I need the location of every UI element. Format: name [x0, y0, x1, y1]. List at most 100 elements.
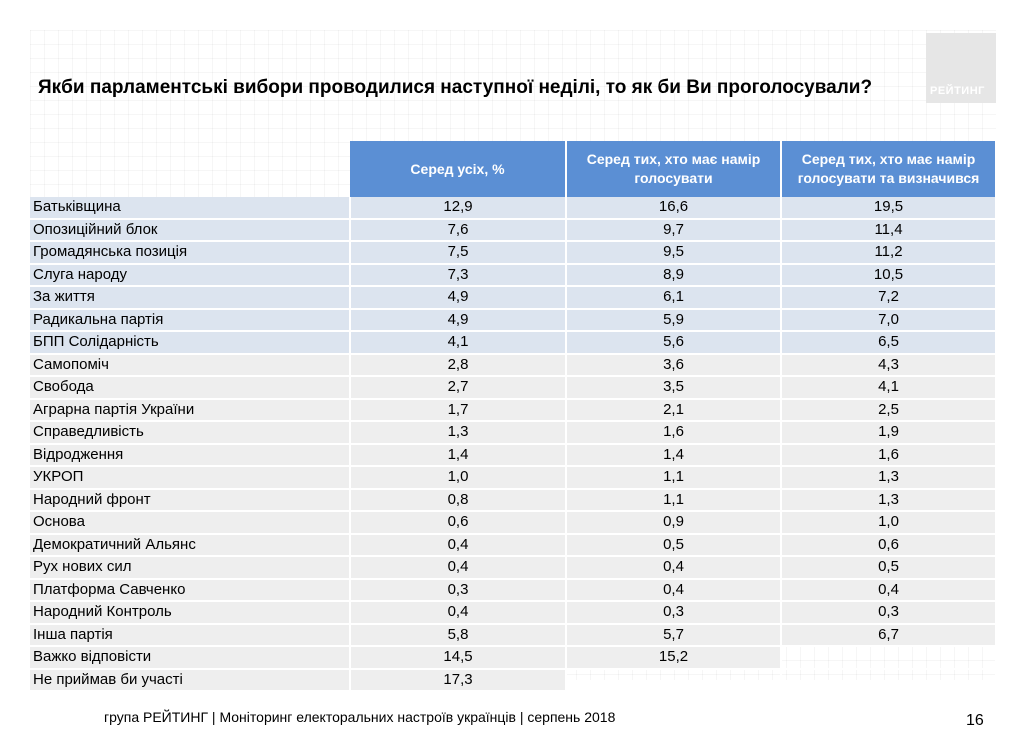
value-decided-cell: 7,2: [781, 286, 997, 310]
table-row: Народний Контроль 0,4 0,3 0,3: [30, 601, 997, 625]
table-row: Радикальна партія 4,9 5,9 7,0: [30, 308, 997, 332]
value-decided-cell: 6,7: [781, 623, 997, 647]
table-row: Основа 0,6 0,9 1,0: [30, 511, 997, 535]
value-decided-cell: 6,5: [781, 331, 997, 355]
party-name-cell: УКРОП: [30, 466, 351, 490]
table-row: Платформа Савченко 0,3 0,4 0,4: [30, 578, 997, 602]
value-intend-cell: 5,9: [566, 308, 782, 332]
table-row: БПП Солідарність 4,1 5,6 6,5: [30, 331, 997, 355]
column-header-intend: Серед тих, хто має намір голосувати: [566, 141, 782, 197]
value-decided-cell: 0,4: [781, 578, 997, 602]
value-all-cell: 4,1: [350, 331, 567, 355]
value-decided-cell: 0,6: [781, 533, 997, 557]
value-decided-cell: 11,4: [781, 218, 997, 242]
value-intend-cell: 1,4: [566, 443, 782, 467]
value-intend-cell: 0,9: [566, 511, 782, 535]
party-name-cell: Народний Контроль: [30, 601, 351, 625]
value-intend-cell: 16,6: [566, 197, 782, 220]
footer-text: група РЕЙТИНГ | Моніторинг електоральних…: [104, 709, 616, 725]
table-row: Слуга народу 7,3 8,9 10,5: [30, 263, 997, 287]
value-all-cell: 17,3: [350, 668, 567, 692]
page-title: Якби парламентські вибори проводилися на…: [38, 77, 873, 98]
table-row: Не приймав би участі 17,3: [30, 668, 997, 692]
party-name-cell: Рух нових сил: [30, 556, 351, 580]
value-intend-cell: 6,1: [566, 286, 782, 310]
value-decided-cell: 1,3: [781, 488, 997, 512]
party-name-cell: Батьківщина: [30, 197, 351, 220]
party-name-cell: Відродження: [30, 443, 351, 467]
value-decided-cell: 4,1: [781, 376, 997, 400]
value-all-cell: 4,9: [350, 286, 567, 310]
value-all-cell: 7,3: [350, 263, 567, 287]
party-name-cell: Самопоміч: [30, 353, 351, 377]
value-all-cell: 4,9: [350, 308, 567, 332]
value-decided-cell: 2,5: [781, 398, 997, 422]
table-row: Громадянська позиція 7,5 9,5 11,2: [30, 241, 997, 265]
party-name-cell: Платформа Савченко: [30, 578, 351, 602]
table-row: Аграрна партія України 1,7 2,1 2,5: [30, 398, 997, 422]
value-decided-cell: [781, 646, 997, 670]
value-decided-cell: 1,3: [781, 466, 997, 490]
value-intend-cell: 0,3: [566, 601, 782, 625]
value-all-cell: 12,9: [350, 197, 567, 220]
value-intend-cell: 1,6: [566, 421, 782, 445]
value-all-cell: 2,8: [350, 353, 567, 377]
value-intend-cell: 3,5: [566, 376, 782, 400]
value-decided-cell: 10,5: [781, 263, 997, 287]
value-all-cell: 0,3: [350, 578, 567, 602]
table-row: Опозиційний блок 7,6 9,7 11,4: [30, 218, 997, 242]
table-row: Рух нових сил 0,4 0,4 0,5: [30, 556, 997, 580]
value-decided-cell: 11,2: [781, 241, 997, 265]
value-intend-cell: 0,4: [566, 556, 782, 580]
value-all-cell: 0,4: [350, 533, 567, 557]
value-all-cell: 0,4: [350, 556, 567, 580]
logo-text: РЕЙТИНГ: [930, 85, 985, 97]
value-decided-cell: 1,0: [781, 511, 997, 535]
value-intend-cell: 1,1: [566, 488, 782, 512]
header-row: Серед усіх, % Серед тих, хто має намір г…: [30, 141, 997, 197]
party-name-cell: Радикальна партія: [30, 308, 351, 332]
value-all-cell: 2,7: [350, 376, 567, 400]
party-name-cell: Опозиційний блок: [30, 218, 351, 242]
party-name-cell: Громадянська позиція: [30, 241, 351, 265]
table-row: Демократичний Альянс 0,4 0,5 0,6: [30, 533, 997, 557]
page-number: 16: [966, 712, 984, 729]
rating-logo: РЕЙТИНГ: [926, 33, 996, 103]
party-name-cell: Інша партія: [30, 623, 351, 647]
column-header-all: Серед усіх, %: [350, 141, 567, 197]
value-intend-cell: 15,2: [566, 646, 782, 670]
party-name-cell: Основа: [30, 511, 351, 535]
party-name-cell: Аграрна партія України: [30, 398, 351, 422]
value-all-cell: 14,5: [350, 646, 567, 670]
value-decided-cell: 0,5: [781, 556, 997, 580]
value-decided-cell: 1,9: [781, 421, 997, 445]
value-all-cell: 0,4: [350, 601, 567, 625]
table-row: За життя 4,9 6,1 7,2: [30, 286, 997, 310]
value-intend-cell: [566, 668, 782, 692]
value-decided-cell: [781, 668, 997, 692]
value-intend-cell: 5,6: [566, 331, 782, 355]
header-blank: [30, 141, 350, 197]
party-name-cell: БПП Солідарність: [30, 331, 351, 355]
value-all-cell: 1,7: [350, 398, 567, 422]
table-row: Народний фронт 0,8 1,1 1,3: [30, 488, 997, 512]
value-decided-cell: 7,0: [781, 308, 997, 332]
value-intend-cell: 1,1: [566, 466, 782, 490]
value-all-cell: 5,8: [350, 623, 567, 647]
value-intend-cell: 0,4: [566, 578, 782, 602]
results-table: Серед усіх, % Серед тих, хто має намір г…: [30, 141, 997, 692]
value-decided-cell: 0,3: [781, 601, 997, 625]
table-row: Важко відповісти 14,5 15,2: [30, 646, 997, 670]
party-name-cell: За життя: [30, 286, 351, 310]
table-body: Батьківщина 12,9 16,6 19,5 Опозиційний блок 7…: [30, 197, 997, 692]
table-row: Свобода 2,7 3,5 4,1: [30, 376, 997, 400]
table-row: Відродження 1,4 1,4 1,6: [30, 443, 997, 467]
party-name-cell: Демократичний Альянс: [30, 533, 351, 557]
party-name-cell: Важко відповісти: [30, 646, 351, 670]
value-intend-cell: 8,9: [566, 263, 782, 287]
value-decided-cell: 4,3: [781, 353, 997, 377]
value-all-cell: 0,8: [350, 488, 567, 512]
value-intend-cell: 2,1: [566, 398, 782, 422]
value-intend-cell: 5,7: [566, 623, 782, 647]
table-row: Батьківщина 12,9 16,6 19,5: [30, 197, 997, 220]
